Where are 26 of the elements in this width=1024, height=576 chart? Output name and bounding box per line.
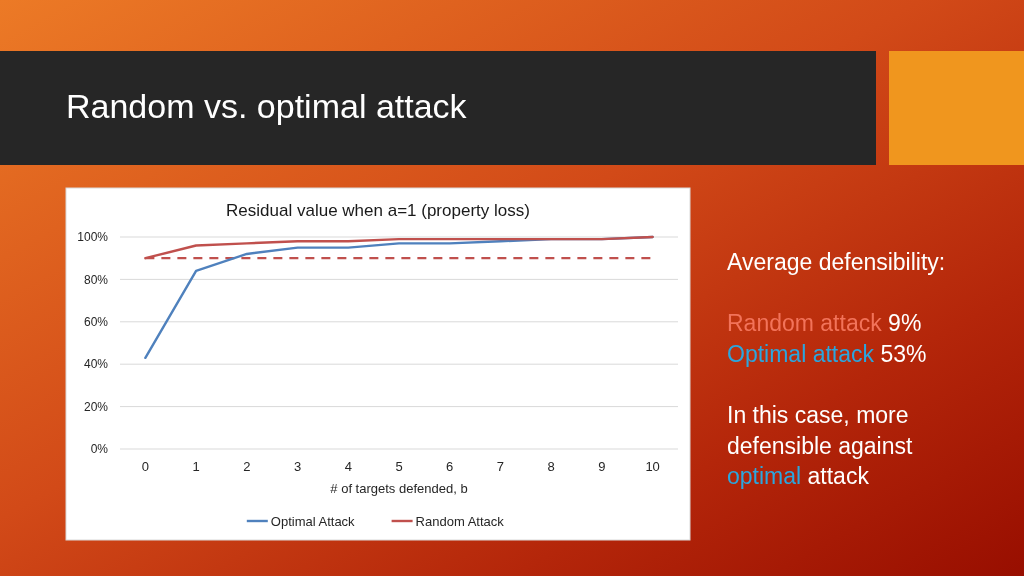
text: Optimal attack 53% <box>727 340 927 367</box>
text: In this case, more defensible against optimal attack <box>727 402 913 490</box>
y-tick-label: 100% <box>77 230 109 245</box>
x-axis-title: # of targets defended, b <box>330 481 468 496</box>
x-tick-label: 8 <box>547 459 555 474</box>
x-tick-label: 7 <box>496 459 505 474</box>
y-tick-label: 80% <box>83 272 109 287</box>
x-tick-label: 2 <box>243 459 251 474</box>
chart-title: Random vs. optimal attack <box>66 87 468 125</box>
legend-label: Random Attack <box>415 513 505 529</box>
x-tick-label: 10 <box>645 459 660 474</box>
x-tick-label: 3 <box>293 459 302 474</box>
y-tick-label: 0% <box>90 442 109 457</box>
x-tick-label: 1 <box>192 459 200 474</box>
x-tick-label: 9 <box>598 459 606 474</box>
chart-subtitle: Residual value when a=1 (property loss) <box>226 201 530 220</box>
x-tick-label: 0 <box>141 459 149 474</box>
x-tick-label: 4 <box>344 459 352 474</box>
y-tick-label: 60% <box>83 315 109 329</box>
text: Random attack 9% <box>727 310 922 337</box>
legend-label: Optimal Attack <box>270 513 356 529</box>
x-tick-label: 6 <box>446 459 454 474</box>
y-tick-label: 20% <box>83 399 109 414</box>
text: Average defensibility: <box>727 249 946 275</box>
x-tick-label: 5 <box>395 459 403 474</box>
y-tick-label: 40% <box>83 357 109 372</box>
